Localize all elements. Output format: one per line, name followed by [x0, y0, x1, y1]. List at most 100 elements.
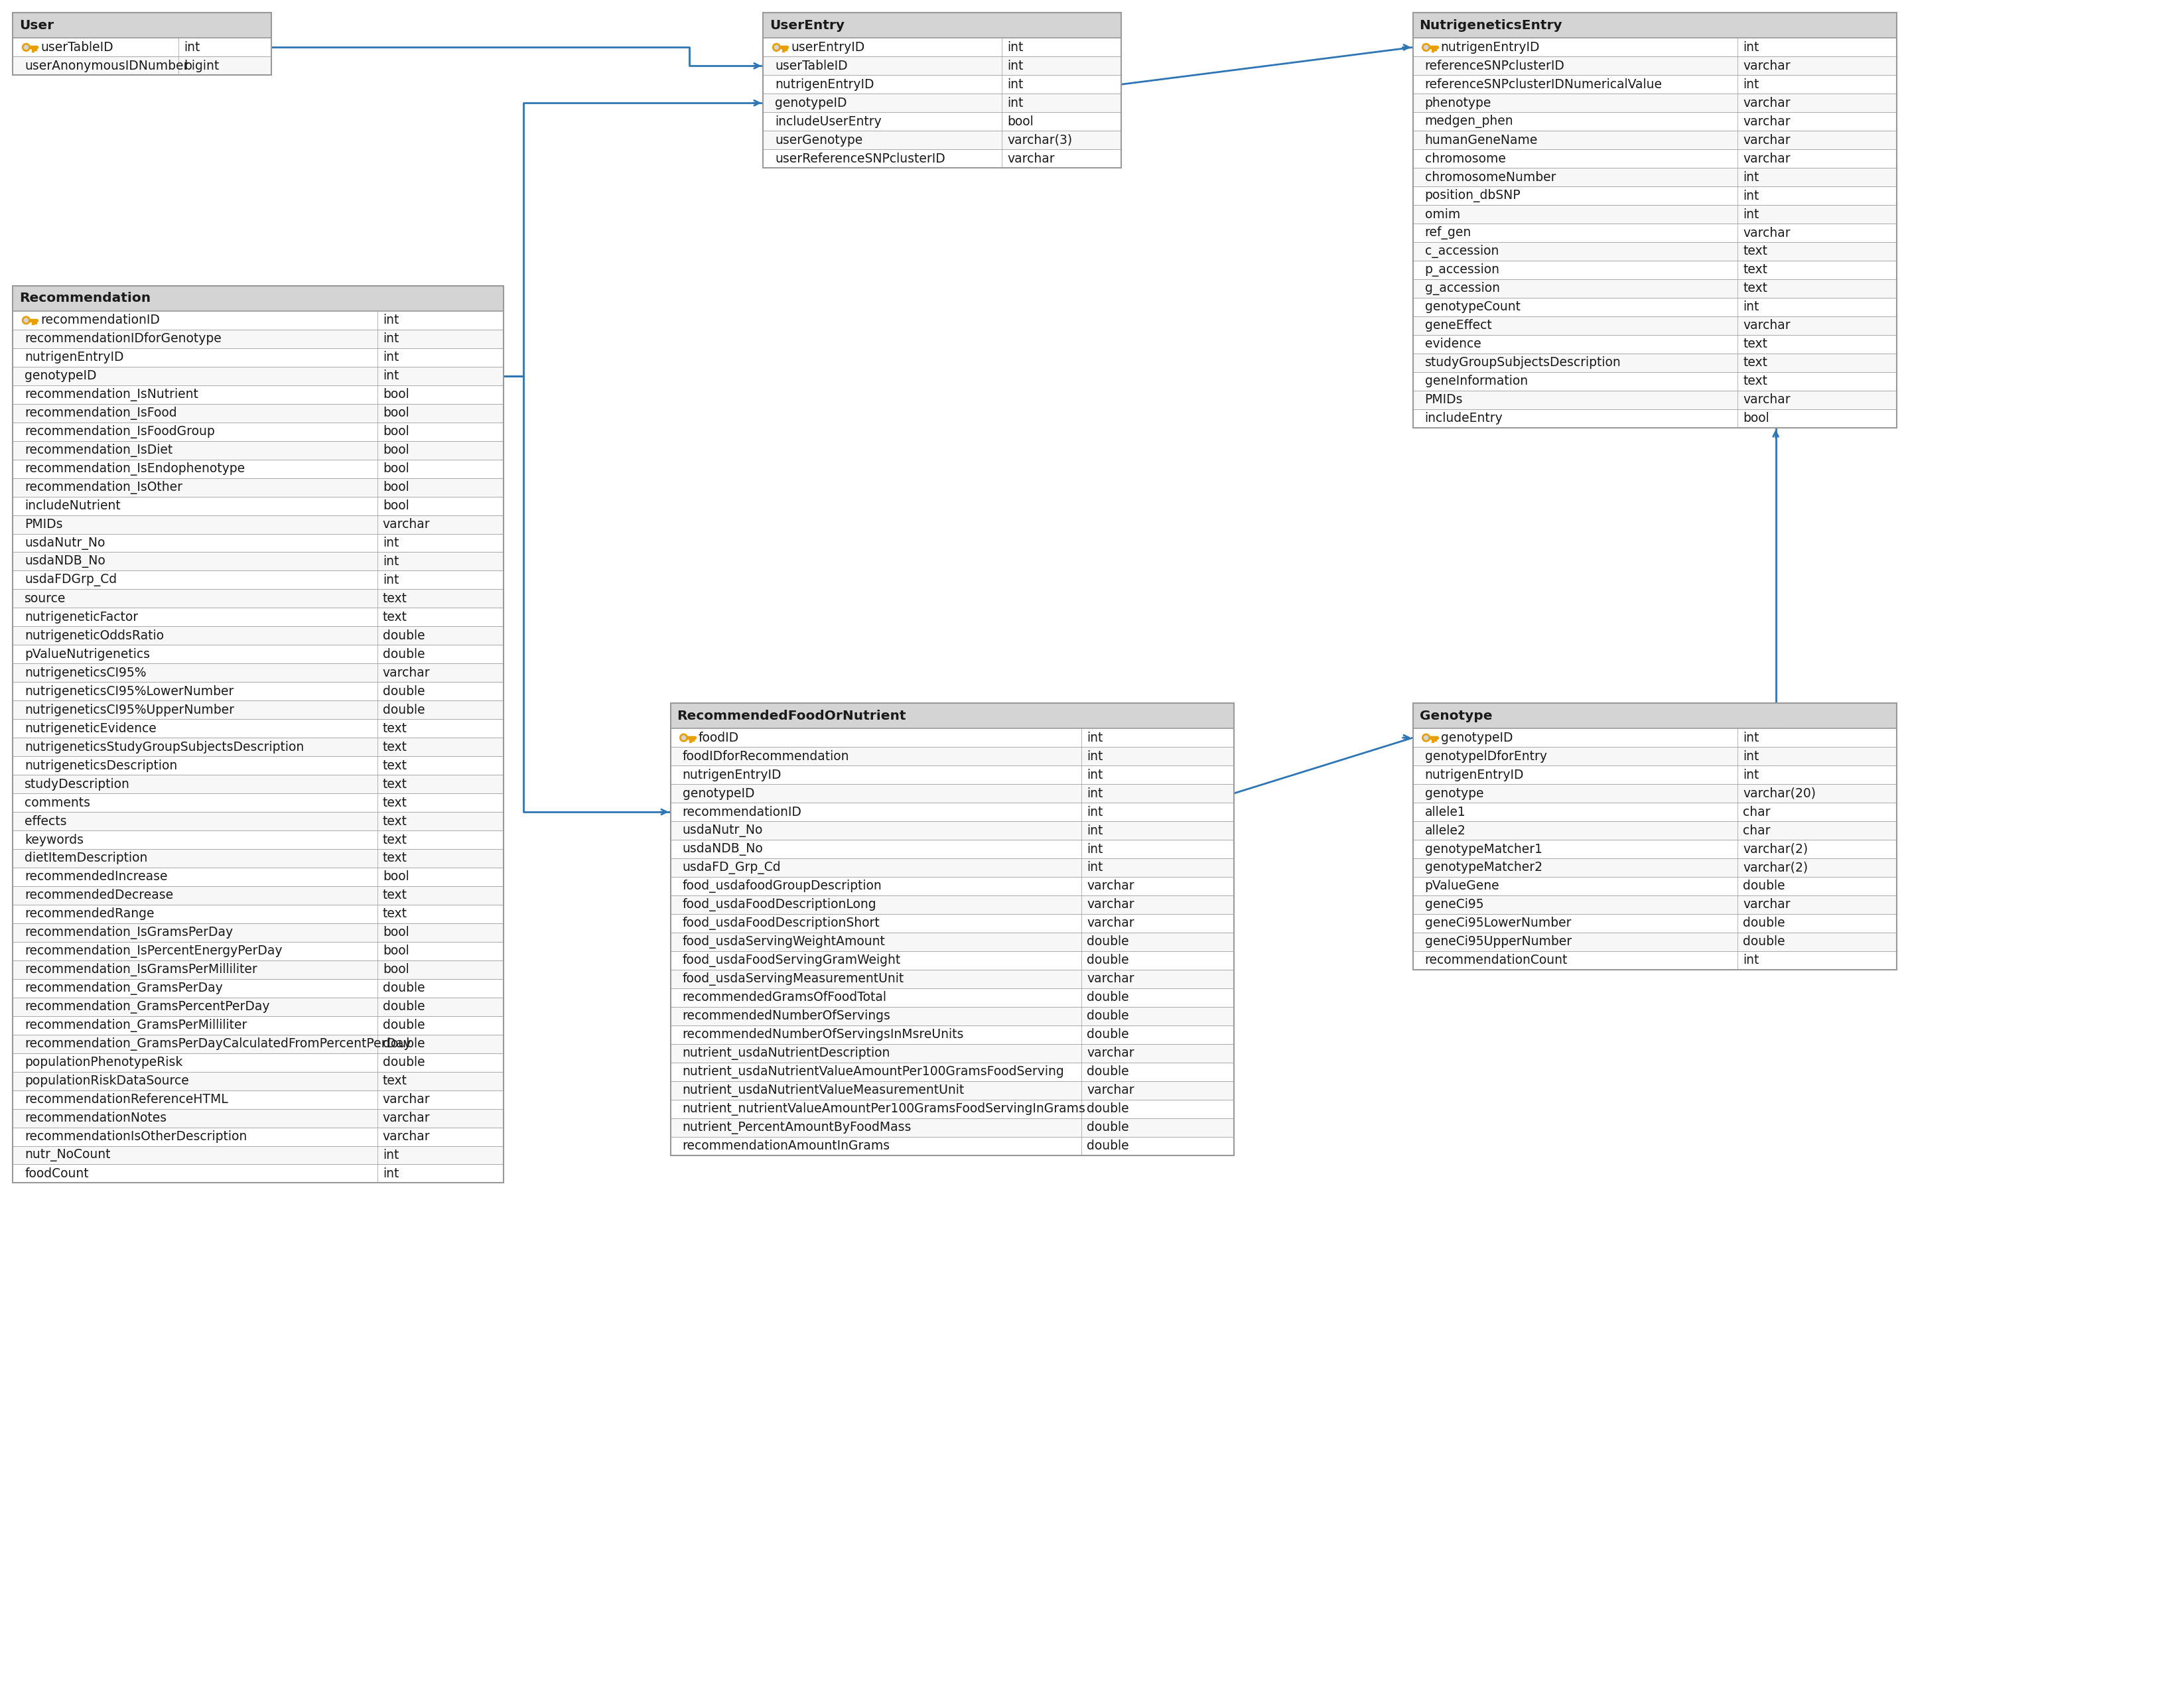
Text: nutrigeneticsCI95%LowerNumber: nutrigeneticsCI95%LowerNumber [24, 685, 233, 697]
Text: recommendedGramsOfFoodTotal: recommendedGramsOfFoodTotal [682, 991, 887, 1004]
Circle shape [680, 734, 687, 741]
Bar [13, 386, 504, 403]
Bar [13, 1054, 504, 1071]
Text: double: double [384, 685, 425, 697]
Bar [1413, 822, 1897, 840]
Text: effects: effects [24, 815, 68, 827]
Text: genotypeMatcher1: genotypeMatcher1 [1424, 842, 1541, 856]
Bar [1413, 335, 1897, 354]
Text: bool: bool [1007, 114, 1033, 128]
Text: int: int [384, 352, 399, 364]
Bar [1413, 704, 1897, 728]
Text: studyGroupSubjectsDescription: studyGroupSubjectsDescription [1424, 357, 1620, 369]
Bar [1413, 56, 1897, 75]
Bar [669, 840, 1234, 859]
Text: varchar: varchar [1742, 898, 1790, 910]
Bar [13, 533, 504, 552]
Text: int: int [1007, 41, 1022, 53]
Text: varchar: varchar [1742, 60, 1790, 72]
Bar [13, 868, 504, 886]
Text: int: int [384, 369, 399, 383]
Bar [13, 516, 504, 533]
Circle shape [774, 44, 778, 50]
Text: PMIDs: PMIDs [1424, 393, 1463, 407]
Bar [13, 1165, 504, 1184]
Text: food_usdaFoodServingGramWeight: food_usdaFoodServingGramWeight [682, 953, 900, 967]
Text: Recommendation: Recommendation [20, 292, 150, 304]
Text: c_accession: c_accession [1424, 244, 1498, 258]
Bar [669, 704, 1234, 728]
Text: includeEntry: includeEntry [1424, 412, 1502, 425]
Text: text: text [384, 907, 408, 921]
Text: bool: bool [384, 444, 410, 456]
Text: varchar: varchar [1086, 1047, 1134, 1059]
Text: int: int [1742, 190, 1759, 202]
Bar [669, 704, 1234, 1155]
Text: double: double [1742, 936, 1785, 948]
Text: geneInformation: geneInformation [1424, 376, 1528, 388]
Text: recommendation_IsFood: recommendation_IsFood [24, 407, 177, 420]
Text: int: int [1086, 750, 1103, 762]
Text: usdaNDB_No: usdaNDB_No [682, 842, 763, 856]
Bar [13, 700, 504, 719]
Circle shape [1424, 44, 1428, 50]
Bar [1413, 149, 1897, 167]
Text: text: text [1742, 376, 1768, 388]
Text: varchar: varchar [1007, 152, 1055, 166]
Bar [13, 905, 504, 924]
Bar [1413, 14, 1897, 427]
Bar [13, 38, 270, 56]
Text: userTableID: userTableID [774, 60, 848, 72]
Bar [669, 1006, 1234, 1025]
Text: includeNutrient: includeNutrient [24, 499, 120, 512]
Bar [669, 728, 1234, 746]
Bar [1413, 167, 1897, 186]
Bar [1413, 94, 1897, 113]
Bar [763, 149, 1121, 167]
Text: int: int [1742, 955, 1759, 967]
Bar [13, 941, 504, 960]
Bar [1413, 746, 1897, 765]
Text: varchar: varchar [384, 518, 429, 531]
Text: int: int [1742, 208, 1759, 220]
Bar [1413, 278, 1897, 297]
Text: nutrient_usdaNutrientDescription: nutrient_usdaNutrientDescription [682, 1047, 889, 1059]
Text: nutrigeneticEvidence: nutrigeneticEvidence [24, 722, 157, 734]
Bar [13, 1090, 504, 1108]
Bar [669, 1025, 1234, 1044]
Bar [669, 970, 1234, 989]
Text: g_accession: g_accession [1424, 282, 1500, 295]
Text: varchar: varchar [384, 666, 429, 680]
Text: allele1: allele1 [1424, 806, 1465, 818]
Text: recommendation_GramsPerDayCalculatedFromPercentPerDay: recommendation_GramsPerDayCalculatedFrom… [24, 1037, 412, 1050]
Bar [13, 552, 504, 570]
Bar [13, 285, 504, 1184]
Text: double: double [1086, 1139, 1129, 1153]
Text: varchar: varchar [1086, 898, 1134, 910]
Bar [13, 311, 504, 330]
Text: source: source [24, 593, 65, 605]
Bar [13, 960, 504, 979]
Bar [13, 627, 504, 646]
Text: nutrient_nutrientValueAmountPer100GramsFoodServingInGrams: nutrient_nutrientValueAmountPer100GramsF… [682, 1102, 1086, 1115]
Text: double: double [384, 1037, 425, 1050]
Text: food_usdafoodGroupDescription: food_usdafoodGroupDescription [682, 880, 881, 893]
Text: varchar(2): varchar(2) [1742, 842, 1807, 856]
Text: nutrigenEntryID: nutrigenEntryID [1441, 41, 1539, 53]
Text: recommendation_IsDiet: recommendation_IsDiet [24, 444, 172, 456]
Bar [13, 997, 504, 1016]
Text: varchar: varchar [1086, 1085, 1134, 1097]
Bar [669, 746, 1234, 765]
Text: double: double [1086, 1028, 1129, 1040]
Bar [1413, 243, 1897, 261]
Bar [13, 886, 504, 905]
Text: nutrient_PercentAmountByFoodMass: nutrient_PercentAmountByFoodMass [682, 1120, 911, 1134]
Bar [13, 1035, 504, 1054]
Bar [13, 403, 504, 422]
Text: genotype: genotype [1424, 787, 1482, 799]
Text: recommendedNumberOfServings: recommendedNumberOfServings [682, 1009, 889, 1023]
Bar [763, 38, 1121, 56]
Bar [1413, 933, 1897, 951]
Text: text: text [1742, 263, 1768, 277]
Bar [1413, 372, 1897, 391]
